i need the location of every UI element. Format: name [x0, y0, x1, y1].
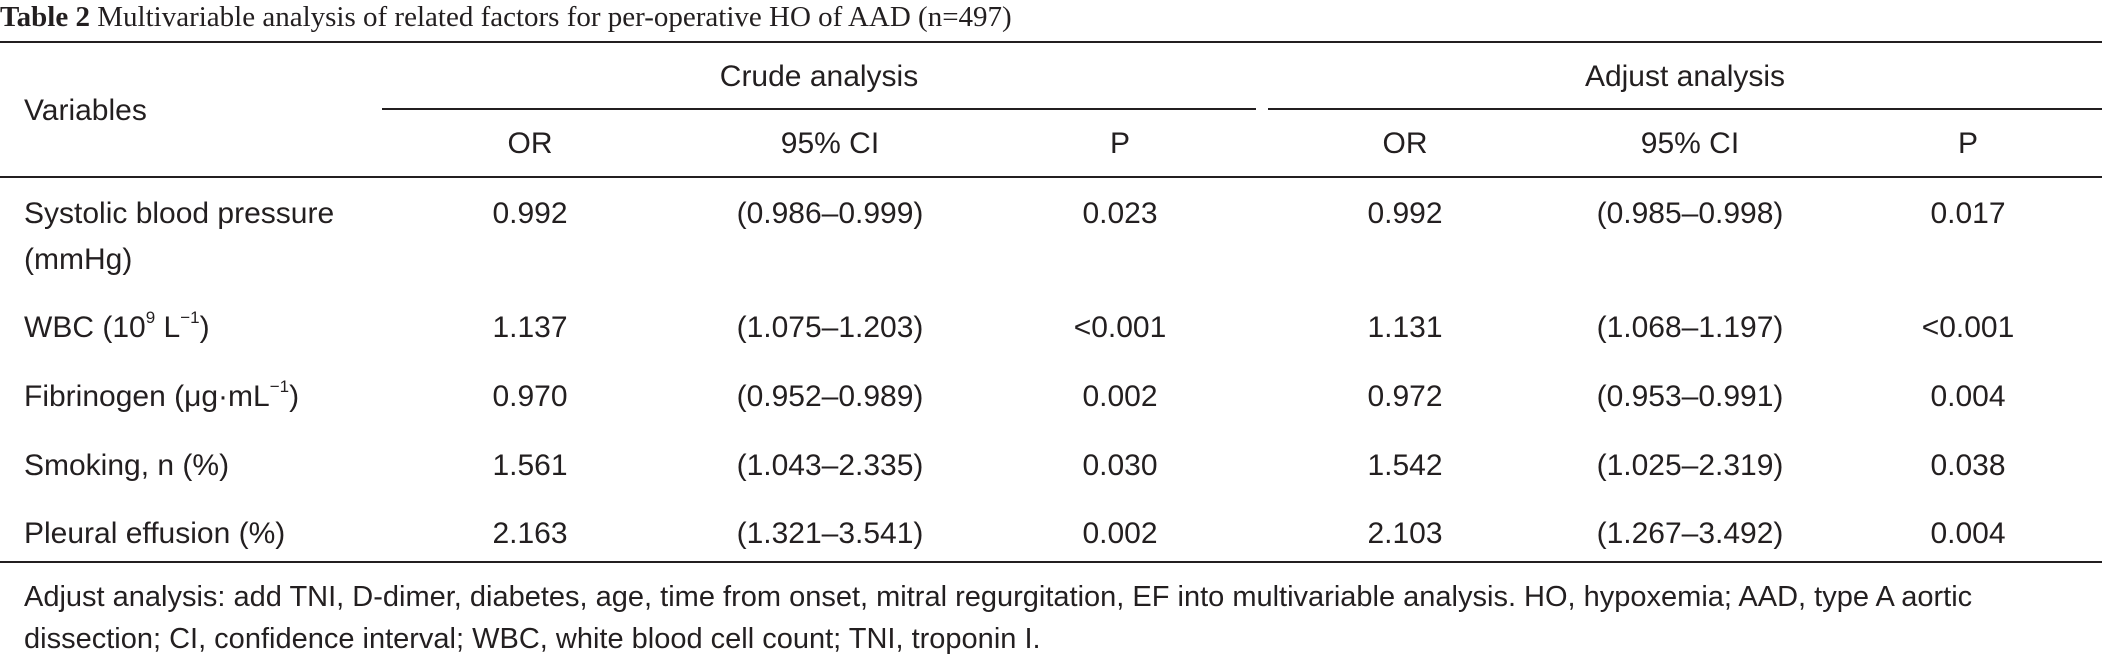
header-adjust-or: OR	[1382, 127, 1428, 160]
row-label-prefix: WBC (10	[24, 311, 146, 344]
row-label-line2: (mmHg)	[24, 243, 133, 276]
header-crude-ci: 95% CI	[780, 127, 880, 160]
crude-ci-value: (0.952–0.989)	[736, 380, 924, 413]
adjust-or-value: 2.103	[1367, 517, 1443, 550]
adjust-ci-value: (0.985–0.998)	[1596, 197, 1784, 230]
crude-or-value: 2.163	[492, 517, 568, 550]
crude-p-value: 0.002	[1082, 517, 1158, 550]
header-adjust-ci: 95% CI	[1640, 127, 1740, 160]
row-label: Fibrinogen (μg·mL−1)	[24, 374, 299, 420]
header-adjust-analysis: Adjust analysis	[1584, 60, 1786, 93]
row-label: WBC (109 L−1)	[24, 305, 210, 351]
top-rule	[0, 41, 2102, 43]
adjust-ci-value: (0.953–0.991)	[1596, 380, 1784, 413]
crude-p-value: 0.002	[1082, 380, 1158, 413]
crude-ci-value: (1.075–1.203)	[736, 311, 924, 344]
adjust-ci-value: (1.267–3.492)	[1596, 517, 1784, 550]
crude-or-value: 0.992	[492, 197, 568, 230]
header-variables: Variables	[24, 94, 147, 127]
header-crude-analysis: Crude analysis	[719, 60, 919, 93]
adjust-or-value: 1.131	[1367, 311, 1443, 344]
row-label-line1: Systolic blood pressure	[24, 197, 335, 230]
crude-p-value: 0.030	[1082, 449, 1158, 482]
caption-text: Multivariable analysis of related factor…	[97, 1, 1012, 33]
table-footnote: Adjust analysis: add TNI, D-dimer, diabe…	[24, 581, 1973, 655]
crude-ci-value: (0.986–0.999)	[736, 197, 924, 230]
crude-ci-value: (1.321–3.541)	[736, 517, 924, 550]
row-label: Smoking, n (%)	[24, 449, 230, 482]
header-bottom-rule	[0, 176, 2102, 178]
row-label-sup2: −1	[180, 308, 200, 327]
crude-p-value: <0.001	[1073, 311, 1167, 344]
crude-group-rule	[382, 108, 1256, 110]
header-crude-p: P	[1109, 127, 1130, 160]
crude-p-value: 0.023	[1082, 197, 1158, 230]
row-label: Pleural effusion (%)	[24, 517, 286, 550]
row-label-suffix: )	[289, 380, 300, 413]
crude-or-value: 1.561	[492, 449, 568, 482]
crude-ci-value: (1.043–2.335)	[736, 449, 924, 482]
row-label-mid: L	[155, 311, 181, 344]
caption-label: Table 2	[0, 1, 90, 33]
adjust-p-value: 0.004	[1930, 517, 2006, 550]
crude-or-value: 1.137	[492, 311, 568, 344]
header-crude-or: OR	[507, 127, 553, 160]
table-caption: Table 2 Multivariable analysis of relate…	[0, 0, 1012, 38]
row-label-prefix: Fibrinogen (μg·mL	[24, 380, 270, 413]
adjust-p-value: 0.017	[1930, 197, 2006, 230]
adjust-p-value: <0.001	[1921, 311, 2015, 344]
row-label-suffix: )	[199, 311, 210, 344]
row-label-sup: −1	[269, 377, 290, 396]
adjust-or-value: 0.992	[1367, 197, 1443, 230]
row-label-sup1: 9	[145, 308, 156, 327]
table-bottom-rule	[0, 561, 2102, 563]
adjust-or-value: 1.542	[1367, 449, 1443, 482]
adjust-p-value: 0.038	[1930, 449, 2006, 482]
adjust-ci-value: (1.025–2.319)	[1596, 449, 1784, 482]
header-adjust-p: P	[1957, 127, 1978, 160]
adjust-ci-value: (1.068–1.197)	[1596, 311, 1784, 344]
crude-or-value: 0.970	[492, 380, 568, 413]
adjust-or-value: 0.972	[1367, 380, 1443, 413]
adjust-group-rule	[1268, 108, 2102, 110]
adjust-p-value: 0.004	[1930, 380, 2006, 413]
